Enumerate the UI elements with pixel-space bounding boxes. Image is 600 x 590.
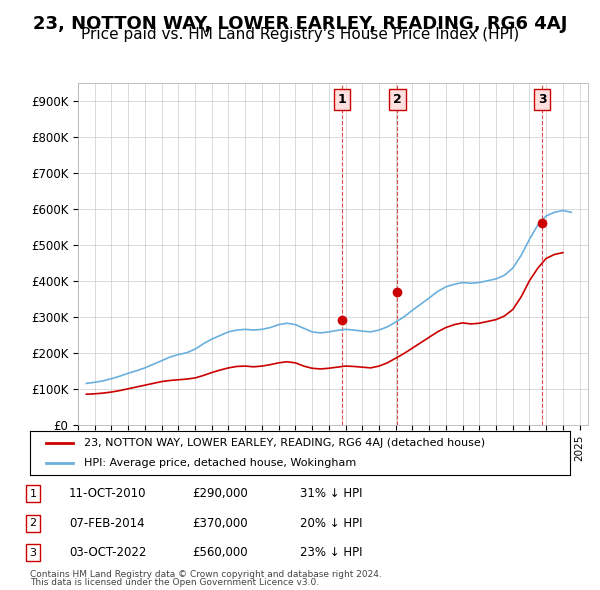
Text: £560,000: £560,000 xyxy=(192,546,248,559)
Text: 23% ↓ HPI: 23% ↓ HPI xyxy=(300,546,362,559)
Text: 2: 2 xyxy=(29,519,37,528)
Text: £370,000: £370,000 xyxy=(192,517,248,530)
Text: 31% ↓ HPI: 31% ↓ HPI xyxy=(300,487,362,500)
Text: 1: 1 xyxy=(29,489,37,499)
Text: 1: 1 xyxy=(338,93,346,106)
Text: 20% ↓ HPI: 20% ↓ HPI xyxy=(300,517,362,530)
Text: Contains HM Land Registry data © Crown copyright and database right 2024.: Contains HM Land Registry data © Crown c… xyxy=(30,571,382,579)
Text: 07-FEB-2014: 07-FEB-2014 xyxy=(69,517,145,530)
Text: 2: 2 xyxy=(393,93,402,106)
Text: 11-OCT-2010: 11-OCT-2010 xyxy=(69,487,146,500)
Text: £290,000: £290,000 xyxy=(192,487,248,500)
Text: 3: 3 xyxy=(538,93,547,106)
Text: 23, NOTTON WAY, LOWER EARLEY, READING, RG6 4AJ (detached house): 23, NOTTON WAY, LOWER EARLEY, READING, R… xyxy=(84,438,485,448)
Text: This data is licensed under the Open Government Licence v3.0.: This data is licensed under the Open Gov… xyxy=(30,578,319,587)
Text: 3: 3 xyxy=(29,548,37,558)
Text: Price paid vs. HM Land Registry's House Price Index (HPI): Price paid vs. HM Land Registry's House … xyxy=(81,27,519,41)
Text: 23, NOTTON WAY, LOWER EARLEY, READING, RG6 4AJ: 23, NOTTON WAY, LOWER EARLEY, READING, R… xyxy=(33,15,567,33)
Text: HPI: Average price, detached house, Wokingham: HPI: Average price, detached house, Woki… xyxy=(84,458,356,467)
Text: 03-OCT-2022: 03-OCT-2022 xyxy=(69,546,146,559)
